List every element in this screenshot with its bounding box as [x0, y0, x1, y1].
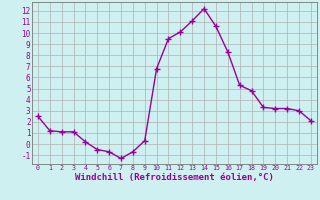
X-axis label: Windchill (Refroidissement éolien,°C): Windchill (Refroidissement éolien,°C): [75, 173, 274, 182]
